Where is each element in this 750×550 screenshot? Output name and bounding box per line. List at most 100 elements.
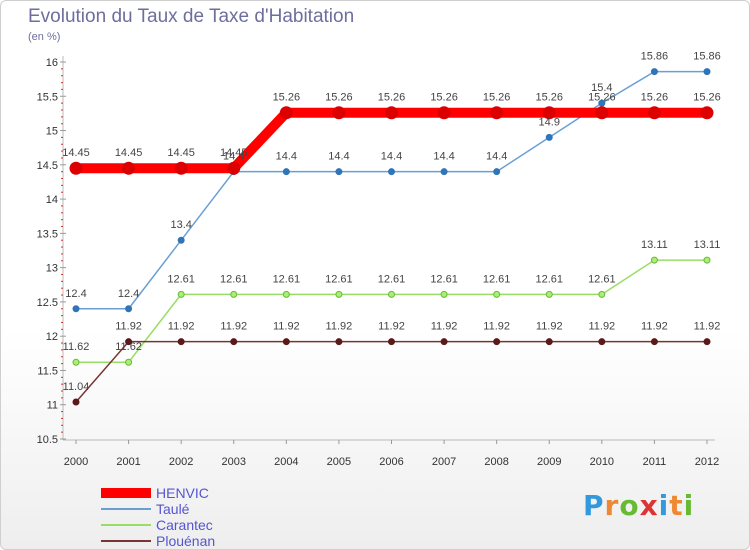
x-tick-label: 2000 [64,456,88,468]
data-label-3: 11.92 [378,321,405,333]
x-tick-label: 2010 [590,456,614,468]
x-tick-label: 2006 [379,456,403,468]
data-point-1 [650,68,658,76]
data-label-2: 12.61 [325,273,353,285]
y-tick-label: 12.5 [37,297,58,309]
data-point-0 [437,106,451,120]
data-label-0: 14.45 [167,147,195,159]
data-label-2: 13.11 [694,239,721,251]
data-label-1: 14.4 [223,151,244,163]
data-label-1: 14.4 [433,151,454,163]
y-tick-label: 15.5 [37,91,58,103]
data-label-0: 15.26 [273,92,301,104]
legend-label-3: Plouénan [156,533,215,549]
data-point-2 [125,358,133,366]
data-label-0: 15.26 [430,92,458,104]
data-point-2 [545,290,553,298]
data-point-3 [230,338,238,346]
data-point-2 [72,358,80,366]
series-line-3 [75,340,708,403]
data-point-1 [335,168,343,176]
data-label-0: 15.26 [483,92,511,104]
data-point-3 [388,338,395,346]
logo-letter: t [669,489,684,522]
data-label-3: 11.04 [63,381,90,393]
data-label-1: 14.4 [486,151,507,163]
data-point-0 [227,161,241,175]
data-label-1: 14.9 [539,116,560,128]
data-point-0 [122,161,136,175]
data-label-2: 11.62 [115,341,142,353]
data-label-3: 11.92 [536,321,563,333]
data-label-3: 11.92 [694,321,721,333]
y-tick-label: 10.5 [37,434,58,446]
data-point-3 [72,398,80,406]
data-label-2: 12.61 [430,273,458,285]
data-point-1 [282,168,290,176]
data-label-3: 11.92 [431,321,458,333]
y-tick-label: 13.5 [37,228,58,240]
y-tick-label: 14.5 [37,160,58,172]
data-label-0: 15.26 [535,92,563,104]
data-point-2 [282,290,290,298]
data-point-0 [700,106,714,120]
data-label-3: 11.92 [326,321,353,333]
data-point-3 [282,338,290,346]
data-point-2 [493,290,501,298]
data-label-1: 14.4 [328,151,349,163]
data-label-3: 11.92 [220,321,247,333]
y-tick-label: 15 [46,126,58,138]
data-point-1 [440,168,448,176]
data-label-0: 14.45 [62,147,90,159]
data-label-0: 15.26 [693,92,721,104]
data-label-3: 11.92 [641,321,668,333]
data-label-3: 11.92 [273,321,300,333]
data-label-1: 15.4 [591,82,612,94]
x-tick-label: 2002 [169,456,193,468]
y-tick-label: 16 [46,57,58,69]
data-point-3 [598,338,606,346]
logo-letter: r [604,489,620,522]
data-point-0 [647,106,661,120]
data-label-1: 15.86 [641,51,669,63]
data-label-0: 14.45 [115,147,143,159]
data-point-2 [440,290,448,298]
data-label-3: 11.92 [483,321,510,333]
data-label-1: 12.4 [65,288,86,300]
data-point-3 [335,338,343,346]
data-label-2: 12.61 [273,273,301,285]
data-point-0 [279,106,293,120]
data-point-0 [332,106,346,120]
legend-label-2: Carantec [156,517,213,533]
data-label-3: 11.92 [588,321,615,333]
data-label-0: 14.45 [220,147,248,159]
x-tick-label: 2011 [643,456,667,468]
data-point-2 [335,290,343,298]
proxiti-logo: Proxiti [583,489,694,522]
x-tick-label: 2008 [484,456,508,468]
data-label-3: 11.92 [168,321,195,333]
data-point-0 [595,106,609,120]
data-label-0: 15.26 [378,92,406,104]
data-point-1 [388,168,395,176]
data-label-1: 14.4 [381,151,402,163]
data-point-1 [598,99,606,107]
x-tick-label: 2001 [116,456,140,468]
data-point-0 [69,161,83,175]
y-tick-label: 14 [46,194,58,206]
data-label-1: 13.4 [170,219,191,231]
x-tick-label: 2012 [695,456,719,468]
data-point-3 [703,338,711,346]
data-label-1: 12.4 [118,288,139,300]
logo-letter: o [619,489,640,522]
data-point-0 [542,106,556,120]
data-label-0: 15.26 [588,92,616,104]
data-point-0 [174,161,188,175]
y-tick-label: 11 [47,400,58,412]
data-point-1 [545,133,553,141]
y-tick-label: 12 [46,331,58,343]
data-point-1 [703,68,711,76]
x-tick-label: 2009 [537,456,561,468]
y-tick-label: 11.5 [37,365,58,377]
